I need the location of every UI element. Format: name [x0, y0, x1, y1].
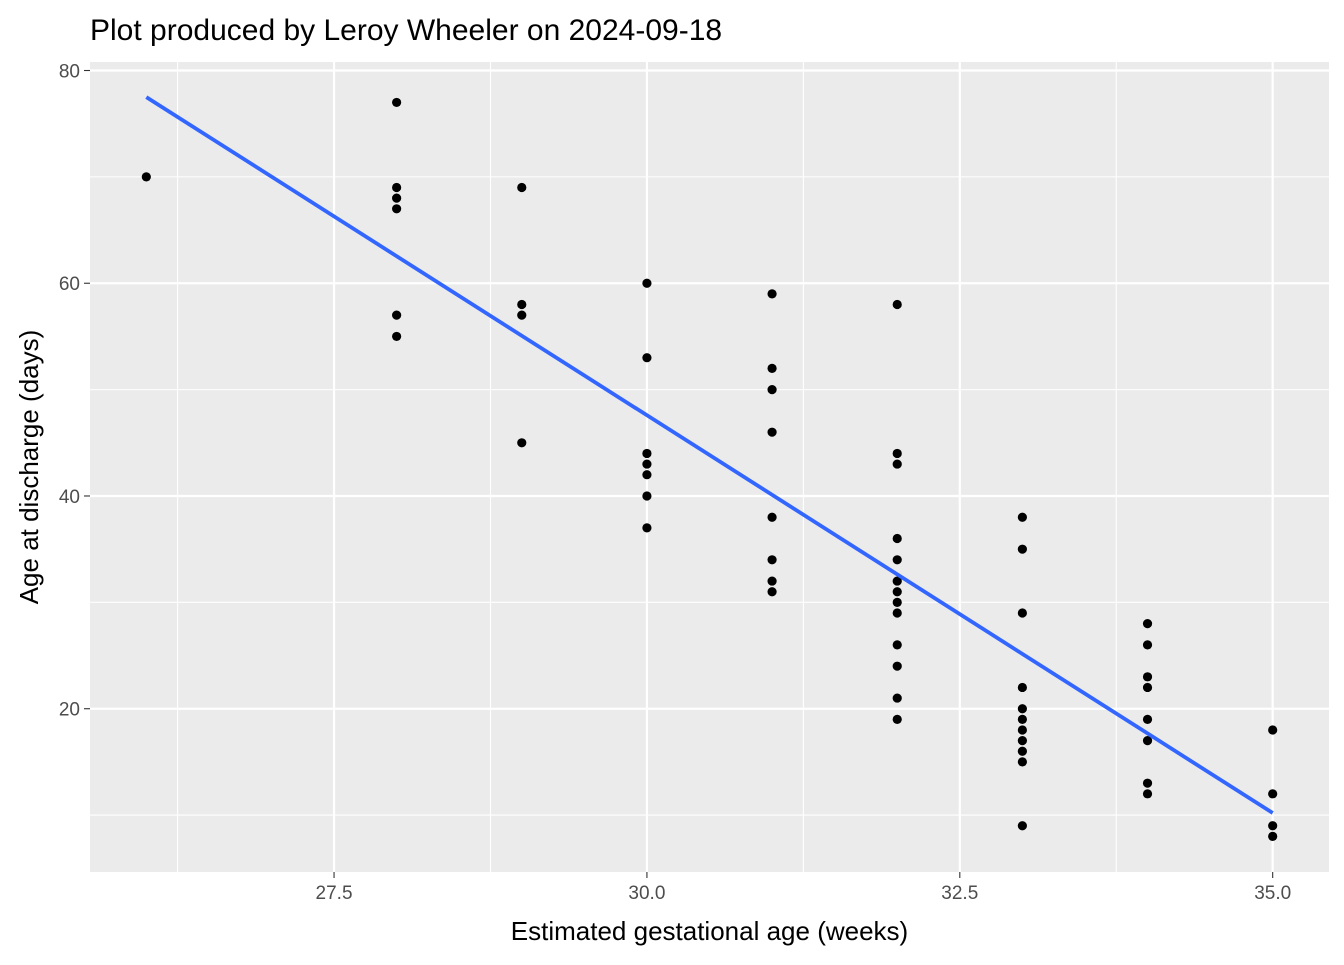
data-point [392, 182, 402, 193]
y-tick-label: 20 [59, 700, 80, 721]
data-point [892, 299, 902, 310]
data-point [892, 597, 902, 607]
major-gridlines [90, 62, 1329, 872]
data-point [1017, 608, 1027, 618]
data-point [1017, 512, 1027, 522]
data-point [892, 533, 902, 544]
data-point [1017, 746, 1027, 756]
regression-line-layer [145, 95, 1274, 815]
data-point [892, 661, 902, 671]
plot-panel [90, 62, 1329, 872]
data-point [1142, 736, 1153, 746]
data-point [767, 555, 777, 565]
y-tick-label: 60 [59, 274, 80, 295]
x-tick-label: 35.0 [1254, 883, 1291, 904]
data-point [642, 448, 652, 459]
plot-title: Plot produced by Leroy Wheeler on 2024-0… [90, 14, 722, 47]
data-point [1142, 778, 1153, 788]
data-point [767, 363, 777, 373]
data-point [1017, 682, 1027, 693]
data-point [892, 448, 902, 459]
data-point [517, 310, 527, 320]
data-point [517, 182, 527, 193]
data-point [767, 427, 777, 437]
y-tick-label: 40 [59, 487, 80, 508]
y-tick-label: 80 [59, 62, 80, 83]
data-point [1017, 544, 1027, 554]
minor-gridlines [90, 62, 1329, 872]
data-point [392, 97, 402, 108]
data-point [892, 587, 902, 597]
data-point [1017, 725, 1027, 735]
x-axis: 27.5 30.0 32.5 35.0 [316, 872, 1291, 904]
data-point [642, 353, 652, 363]
data-point [1017, 704, 1027, 714]
data-point [892, 693, 902, 703]
data-point [1142, 619, 1153, 629]
data-point [642, 278, 652, 288]
data-point [892, 640, 902, 650]
data-point [892, 576, 902, 586]
x-axis-title: Estimated gestational age (weeks) [511, 916, 908, 946]
data-point [767, 512, 777, 522]
data-points [141, 97, 1278, 841]
data-point [1142, 672, 1153, 682]
data-point [1142, 640, 1153, 650]
data-point [642, 459, 652, 469]
data-point [767, 587, 777, 597]
data-point [642, 523, 652, 533]
data-point [1142, 714, 1153, 724]
data-point [767, 576, 777, 586]
data-point [767, 385, 777, 395]
data-point [517, 299, 527, 310]
data-point [1142, 789, 1153, 799]
data-point [1268, 725, 1278, 735]
data-point [642, 470, 652, 480]
y-axis: 20 40 60 80 [59, 62, 90, 721]
data-point [1017, 821, 1027, 831]
data-point [1142, 682, 1153, 693]
x-tick-label: 32.5 [941, 883, 978, 904]
data-point [517, 438, 527, 448]
data-point [892, 459, 902, 469]
data-point [392, 193, 402, 203]
x-tick-label: 30.0 [628, 883, 665, 904]
data-point [1017, 714, 1027, 724]
x-tick-label: 27.5 [316, 883, 353, 904]
data-point [1268, 821, 1278, 831]
data-point [1017, 757, 1027, 767]
data-point [892, 714, 902, 724]
y-axis-title: Age at discharge (days) [14, 330, 44, 605]
data-point [392, 310, 402, 320]
data-point [392, 204, 402, 214]
data-point [141, 172, 151, 182]
data-point [1017, 736, 1027, 746]
data-point [642, 491, 652, 501]
data-point [1268, 789, 1278, 799]
regression-line [145, 95, 1274, 815]
data-point [1268, 831, 1278, 841]
data-point [767, 289, 777, 299]
data-point [392, 331, 402, 342]
data-point [892, 608, 902, 618]
data-point [892, 555, 902, 565]
